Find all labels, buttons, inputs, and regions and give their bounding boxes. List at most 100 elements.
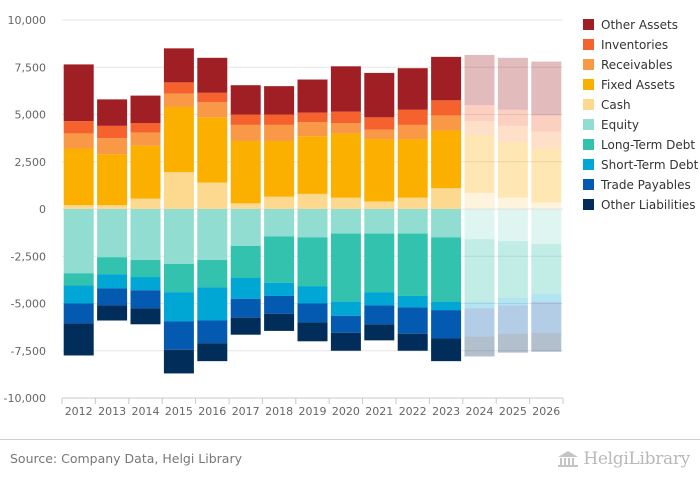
legend-label: Short-Term Debt xyxy=(601,158,699,172)
legend: Other Assets Inventories Receivables Fixed … xyxy=(583,18,699,212)
x-tick-label: 2022 xyxy=(399,405,427,418)
bar-segment xyxy=(97,154,128,206)
legend-swatch xyxy=(583,39,594,50)
bar-segment xyxy=(531,202,562,209)
legend-label: Inventories xyxy=(601,38,668,52)
bar-segment xyxy=(364,129,395,140)
bar-segment xyxy=(297,112,328,123)
bar-segment xyxy=(464,192,495,209)
x-tick-label: 2023 xyxy=(432,405,460,418)
bar-segment xyxy=(230,203,261,209)
bar-segment xyxy=(230,245,261,278)
source-note: Source: Company Data, Helgi Library xyxy=(10,451,243,466)
bar-segment xyxy=(431,237,462,302)
bar-segment xyxy=(63,273,94,286)
bar-segment xyxy=(431,56,462,101)
bar-segment xyxy=(264,124,295,141)
bar-segment xyxy=(230,298,261,318)
bar-segment xyxy=(431,130,462,189)
bars xyxy=(63,48,562,374)
bar-segment xyxy=(397,233,428,296)
bar-segment xyxy=(431,188,462,209)
bar-segment xyxy=(464,135,495,193)
bar-segment xyxy=(464,336,495,357)
bar-segment xyxy=(531,294,562,302)
bar-segment xyxy=(163,172,194,209)
bar-segment xyxy=(163,82,194,94)
bar-segment xyxy=(130,95,161,124)
helgi-library-logo: HelgiLibrary xyxy=(557,447,690,471)
bar-segment xyxy=(264,295,295,314)
bar-segment xyxy=(197,287,228,321)
bar-segment xyxy=(197,92,228,103)
bar-segment xyxy=(531,332,562,352)
bar-segment xyxy=(330,209,361,234)
bar-segment xyxy=(531,243,562,295)
bar-segment xyxy=(97,274,128,289)
bar-segment xyxy=(163,321,194,350)
x-tick-label: 2015 xyxy=(165,405,193,418)
x-tick-label: 2012 xyxy=(65,405,93,418)
bar-segment xyxy=(297,237,328,287)
bar-segment xyxy=(531,301,562,333)
bar-segment xyxy=(130,198,161,209)
bar-segment xyxy=(197,320,228,344)
bar-segment xyxy=(197,182,228,209)
bar-segment xyxy=(264,196,295,209)
bar-segment xyxy=(397,124,428,140)
bar-segment xyxy=(130,209,161,261)
library-building-icon xyxy=(558,451,579,467)
y-tick-label: -7,500 xyxy=(11,345,46,358)
bar-segment xyxy=(297,79,328,113)
y-tick-label: -10,000 xyxy=(4,392,46,405)
bar-segment xyxy=(531,131,562,149)
bar-segment xyxy=(464,209,495,240)
bar-segment xyxy=(63,64,94,122)
balance-sheet-chart: -10,000 -7,500 -5,000 -2,500 0 2,500 5,000 7,50… xyxy=(4,14,699,418)
bar-segment xyxy=(364,209,395,234)
y-tick-label: 2,500 xyxy=(15,156,47,169)
bar-segment xyxy=(397,68,428,110)
bar-segment xyxy=(364,139,395,202)
bar-segment xyxy=(330,197,361,209)
bar-segment xyxy=(63,148,94,206)
bar-segment xyxy=(297,136,328,194)
bar-segment xyxy=(364,201,395,209)
legend-label: Long-Term Debt xyxy=(601,138,695,152)
bar-segment xyxy=(197,102,228,118)
x-tick-label: 2016 xyxy=(198,405,226,418)
bar-segment xyxy=(130,308,161,325)
bar-segment xyxy=(364,233,395,293)
bar-segment xyxy=(163,292,194,322)
legend-label: Receivables xyxy=(601,58,673,72)
bar-segment xyxy=(330,332,361,351)
bar-segment xyxy=(364,305,395,325)
bar-segment xyxy=(197,117,228,183)
bar-segment xyxy=(330,315,361,333)
y-tick-label: -5,000 xyxy=(11,298,46,311)
bar-segment xyxy=(497,125,528,142)
bar-segment xyxy=(364,72,395,118)
bar-segment xyxy=(364,324,395,341)
bar-segment xyxy=(464,105,495,122)
x-tick-label: 2019 xyxy=(299,405,327,418)
bar-segment xyxy=(230,317,261,335)
bar-segment xyxy=(197,260,228,288)
bar-segment xyxy=(97,288,128,306)
y-tick-label: 10,000 xyxy=(8,14,47,27)
bar-segment xyxy=(63,121,94,134)
bar-segment xyxy=(497,141,528,198)
bar-segment xyxy=(63,133,94,149)
y-tick-label: 7,500 xyxy=(15,61,47,74)
bar-segment xyxy=(264,140,295,197)
legend-label: Fixed Assets xyxy=(601,78,675,92)
bar-segment xyxy=(397,197,428,209)
bar-segment xyxy=(531,148,562,203)
bar-segment xyxy=(264,114,295,125)
x-tick-label: 2024 xyxy=(466,405,494,418)
bar-segment xyxy=(230,277,261,299)
bar-segment xyxy=(97,125,128,139)
bar-segment xyxy=(464,121,495,136)
bar-segment xyxy=(63,285,94,304)
legend-swatch xyxy=(583,19,594,30)
